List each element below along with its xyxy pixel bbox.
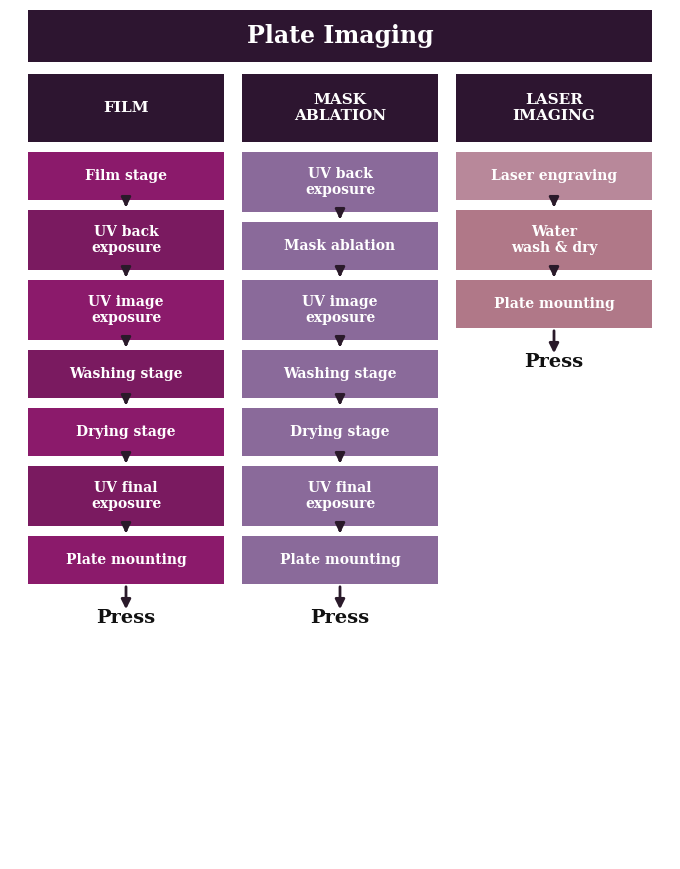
Text: Press: Press <box>524 353 583 371</box>
Text: UV final
exposure: UV final exposure <box>305 481 375 511</box>
Text: Drying stage: Drying stage <box>290 425 390 439</box>
Bar <box>456 280 652 328</box>
Text: Plate mounting: Plate mounting <box>494 297 614 311</box>
Bar <box>28 350 224 398</box>
Text: Film stage: Film stage <box>85 169 167 183</box>
Bar <box>28 10 652 62</box>
Bar <box>28 280 224 340</box>
Text: UV image
exposure: UV image exposure <box>302 295 378 325</box>
Text: Press: Press <box>97 609 156 627</box>
Text: Mask ablation: Mask ablation <box>284 239 396 253</box>
Bar <box>28 408 224 456</box>
Bar <box>242 152 438 212</box>
Bar <box>242 350 438 398</box>
Text: UV back
exposure: UV back exposure <box>305 167 375 197</box>
Text: Drying stage: Drying stage <box>76 425 175 439</box>
Text: Laser engraving: Laser engraving <box>491 169 617 183</box>
Text: Plate mounting: Plate mounting <box>66 553 186 567</box>
Bar <box>456 152 652 200</box>
Bar <box>28 536 224 584</box>
Bar <box>28 210 224 270</box>
Bar <box>242 466 438 526</box>
Bar <box>242 280 438 340</box>
Bar <box>28 152 224 200</box>
Text: UV final
exposure: UV final exposure <box>91 481 161 511</box>
Bar <box>28 74 224 142</box>
Text: UV image
exposure: UV image exposure <box>88 295 164 325</box>
Text: Washing stage: Washing stage <box>284 367 396 381</box>
Text: Plate mounting: Plate mounting <box>279 553 401 567</box>
Bar <box>456 74 652 142</box>
Bar <box>242 74 438 142</box>
Bar <box>242 536 438 584</box>
Text: MASK
ABLATION: MASK ABLATION <box>294 93 386 123</box>
Text: LASER
IMAGING: LASER IMAGING <box>513 93 596 123</box>
Text: Washing stage: Washing stage <box>69 367 183 381</box>
Text: UV back
exposure: UV back exposure <box>91 225 161 255</box>
Bar <box>242 408 438 456</box>
Text: FILM: FILM <box>103 101 149 115</box>
Bar <box>242 222 438 270</box>
Text: Plate Imaging: Plate Imaging <box>247 24 433 48</box>
Text: Water
wash & dry: Water wash & dry <box>511 225 597 255</box>
Text: Press: Press <box>311 609 369 627</box>
Bar <box>456 210 652 270</box>
Bar <box>28 466 224 526</box>
